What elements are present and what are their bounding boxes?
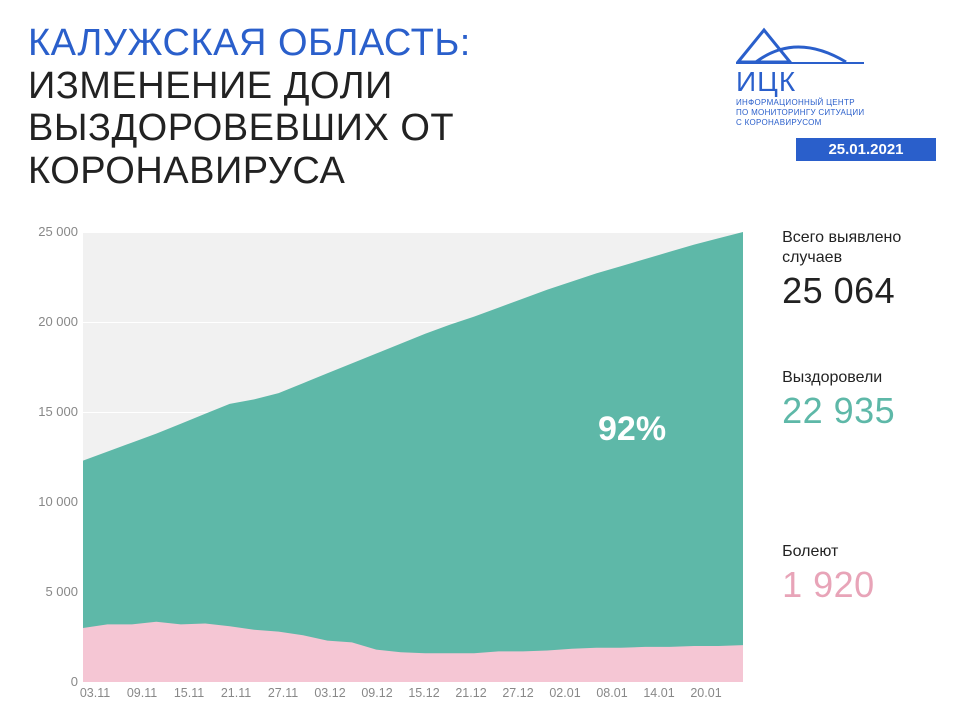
- title-accent: КАЛУЖСКАЯ ОБЛАСТЬ:: [28, 22, 471, 64]
- y-tick-label: 15 000: [28, 404, 78, 419]
- x-tick-label: 03.12: [314, 686, 345, 700]
- stat-recovered: Выздоровели 22 935: [782, 368, 936, 432]
- logo-sub-text: ИНФОРМАЦИОННЫЙ ЦЕНТР ПО МОНИТОРИНГУ СИТУ…: [736, 98, 936, 128]
- x-tick-label: 02.01: [549, 686, 580, 700]
- x-tick-label: 21.11: [221, 686, 251, 700]
- x-tick-label: 08.01: [596, 686, 627, 700]
- page: КАЛУЖСКАЯ ОБЛАСТЬ: ИЗМЕНЕНИЕ ДОЛИ ВЫЗДОР…: [0, 0, 960, 720]
- x-tick-label: 15.11: [174, 686, 204, 700]
- x-tick-label: 20.01: [690, 686, 721, 700]
- series-total-area: [83, 232, 743, 682]
- x-tick-label: 03.11: [80, 686, 110, 700]
- chart-column: 0 5 000 10 000 15 000 20 000 25 000 92% 03.11…: [28, 222, 758, 712]
- chart-svg: [83, 232, 743, 682]
- x-tick-label: 09.12: [361, 686, 392, 700]
- y-tick-label: 5 000: [28, 584, 78, 599]
- title-block: КАЛУЖСКАЯ ОБЛАСТЬ: ИЗМЕНЕНИЕ ДОЛИ ВЫЗДОР…: [28, 22, 688, 192]
- y-tick-label: 0: [28, 674, 78, 689]
- y-tick-label: 10 000: [28, 494, 78, 509]
- logo-graphic-icon: [736, 22, 936, 66]
- x-tick-label: 14.01: [643, 686, 674, 700]
- x-axis: 03.11 09.11 15.11 21.11 27.11 03.12 09.12 15.12…: [83, 682, 743, 706]
- stat-active-value: 1 920: [782, 564, 936, 606]
- stats-column: Всего выявлено случаев 25 064 Выздоровел…: [758, 222, 936, 712]
- header: КАЛУЖСКАЯ ОБЛАСТЬ: ИЗМЕНЕНИЕ ДОЛИ ВЫЗДОР…: [28, 22, 936, 192]
- stat-total: Всего выявлено случаев 25 064: [782, 228, 936, 312]
- logo-block: ИЦК ИНФОРМАЦИОННЫЙ ЦЕНТР ПО МОНИТОРИНГУ …: [736, 22, 936, 161]
- area-chart: 0 5 000 10 000 15 000 20 000 25 000 92% 03.11…: [28, 222, 743, 712]
- logo-main-text: ИЦК: [736, 68, 936, 96]
- content: 0 5 000 10 000 15 000 20 000 25 000 92% 03.11…: [28, 222, 936, 712]
- stat-active: Болеют 1 920: [782, 542, 936, 606]
- stat-total-label: Всего выявлено случаев: [782, 228, 936, 268]
- percent-overlay: 92%: [598, 410, 666, 449]
- x-tick-label: 09.11: [127, 686, 157, 700]
- y-tick-label: 20 000: [28, 314, 78, 329]
- x-tick-label: 27.11: [268, 686, 298, 700]
- y-tick-label: 25 000: [28, 224, 78, 239]
- page-title: КАЛУЖСКАЯ ОБЛАСТЬ: ИЗМЕНЕНИЕ ДОЛИ ВЫЗДОР…: [28, 22, 688, 192]
- x-tick-label: 21.12: [455, 686, 486, 700]
- stat-total-value: 25 064: [782, 270, 936, 312]
- date-badge: 25.01.2021: [796, 138, 936, 161]
- stat-active-label: Болеют: [782, 542, 936, 562]
- stat-recovered-label: Выздоровели: [782, 368, 936, 388]
- title-rest: ИЗМЕНЕНИЕ ДОЛИ ВЫЗДОРОВЕВШИХ ОТ КОРОНАВИ…: [28, 65, 454, 192]
- x-tick-label: 27.12: [502, 686, 533, 700]
- x-tick-label: 15.12: [408, 686, 439, 700]
- stat-recovered-value: 22 935: [782, 390, 936, 432]
